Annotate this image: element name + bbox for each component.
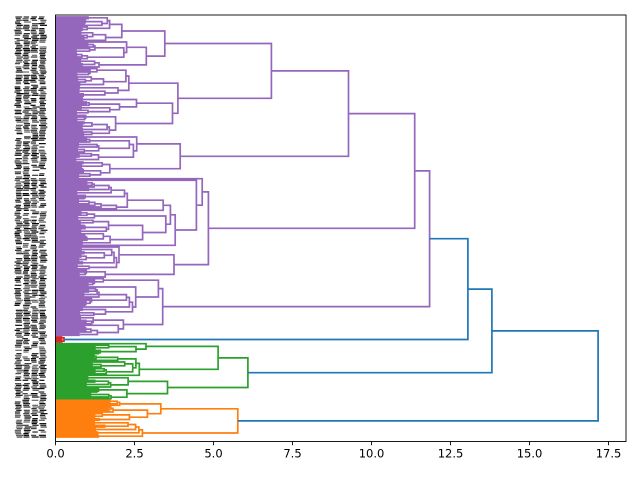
- x-tick-label: 17.5: [596, 447, 622, 461]
- leaf-labels: [14, 16, 48, 438]
- x-tick-label: 2.5: [125, 447, 143, 461]
- cluster-links-orange: [55, 399, 239, 438]
- axes-frame: [55, 14, 627, 442]
- above-threshold-links: [64, 237, 599, 422]
- x-tick-label: 15.0: [517, 447, 543, 461]
- x-axis: 0.0 2.5 5.0 7.5 10.0 12.5 15.0 17.5: [46, 441, 622, 461]
- cluster-links-purple: [55, 16, 431, 337]
- x-tick-label: 5.0: [204, 447, 222, 461]
- cluster-links-green: [55, 342, 249, 400]
- x-tick-label: 12.5: [438, 447, 464, 461]
- x-tick-label: 0.0: [46, 447, 64, 461]
- x-tick-label: 10.0: [359, 447, 385, 461]
- x-tick-label: 7.5: [283, 447, 301, 461]
